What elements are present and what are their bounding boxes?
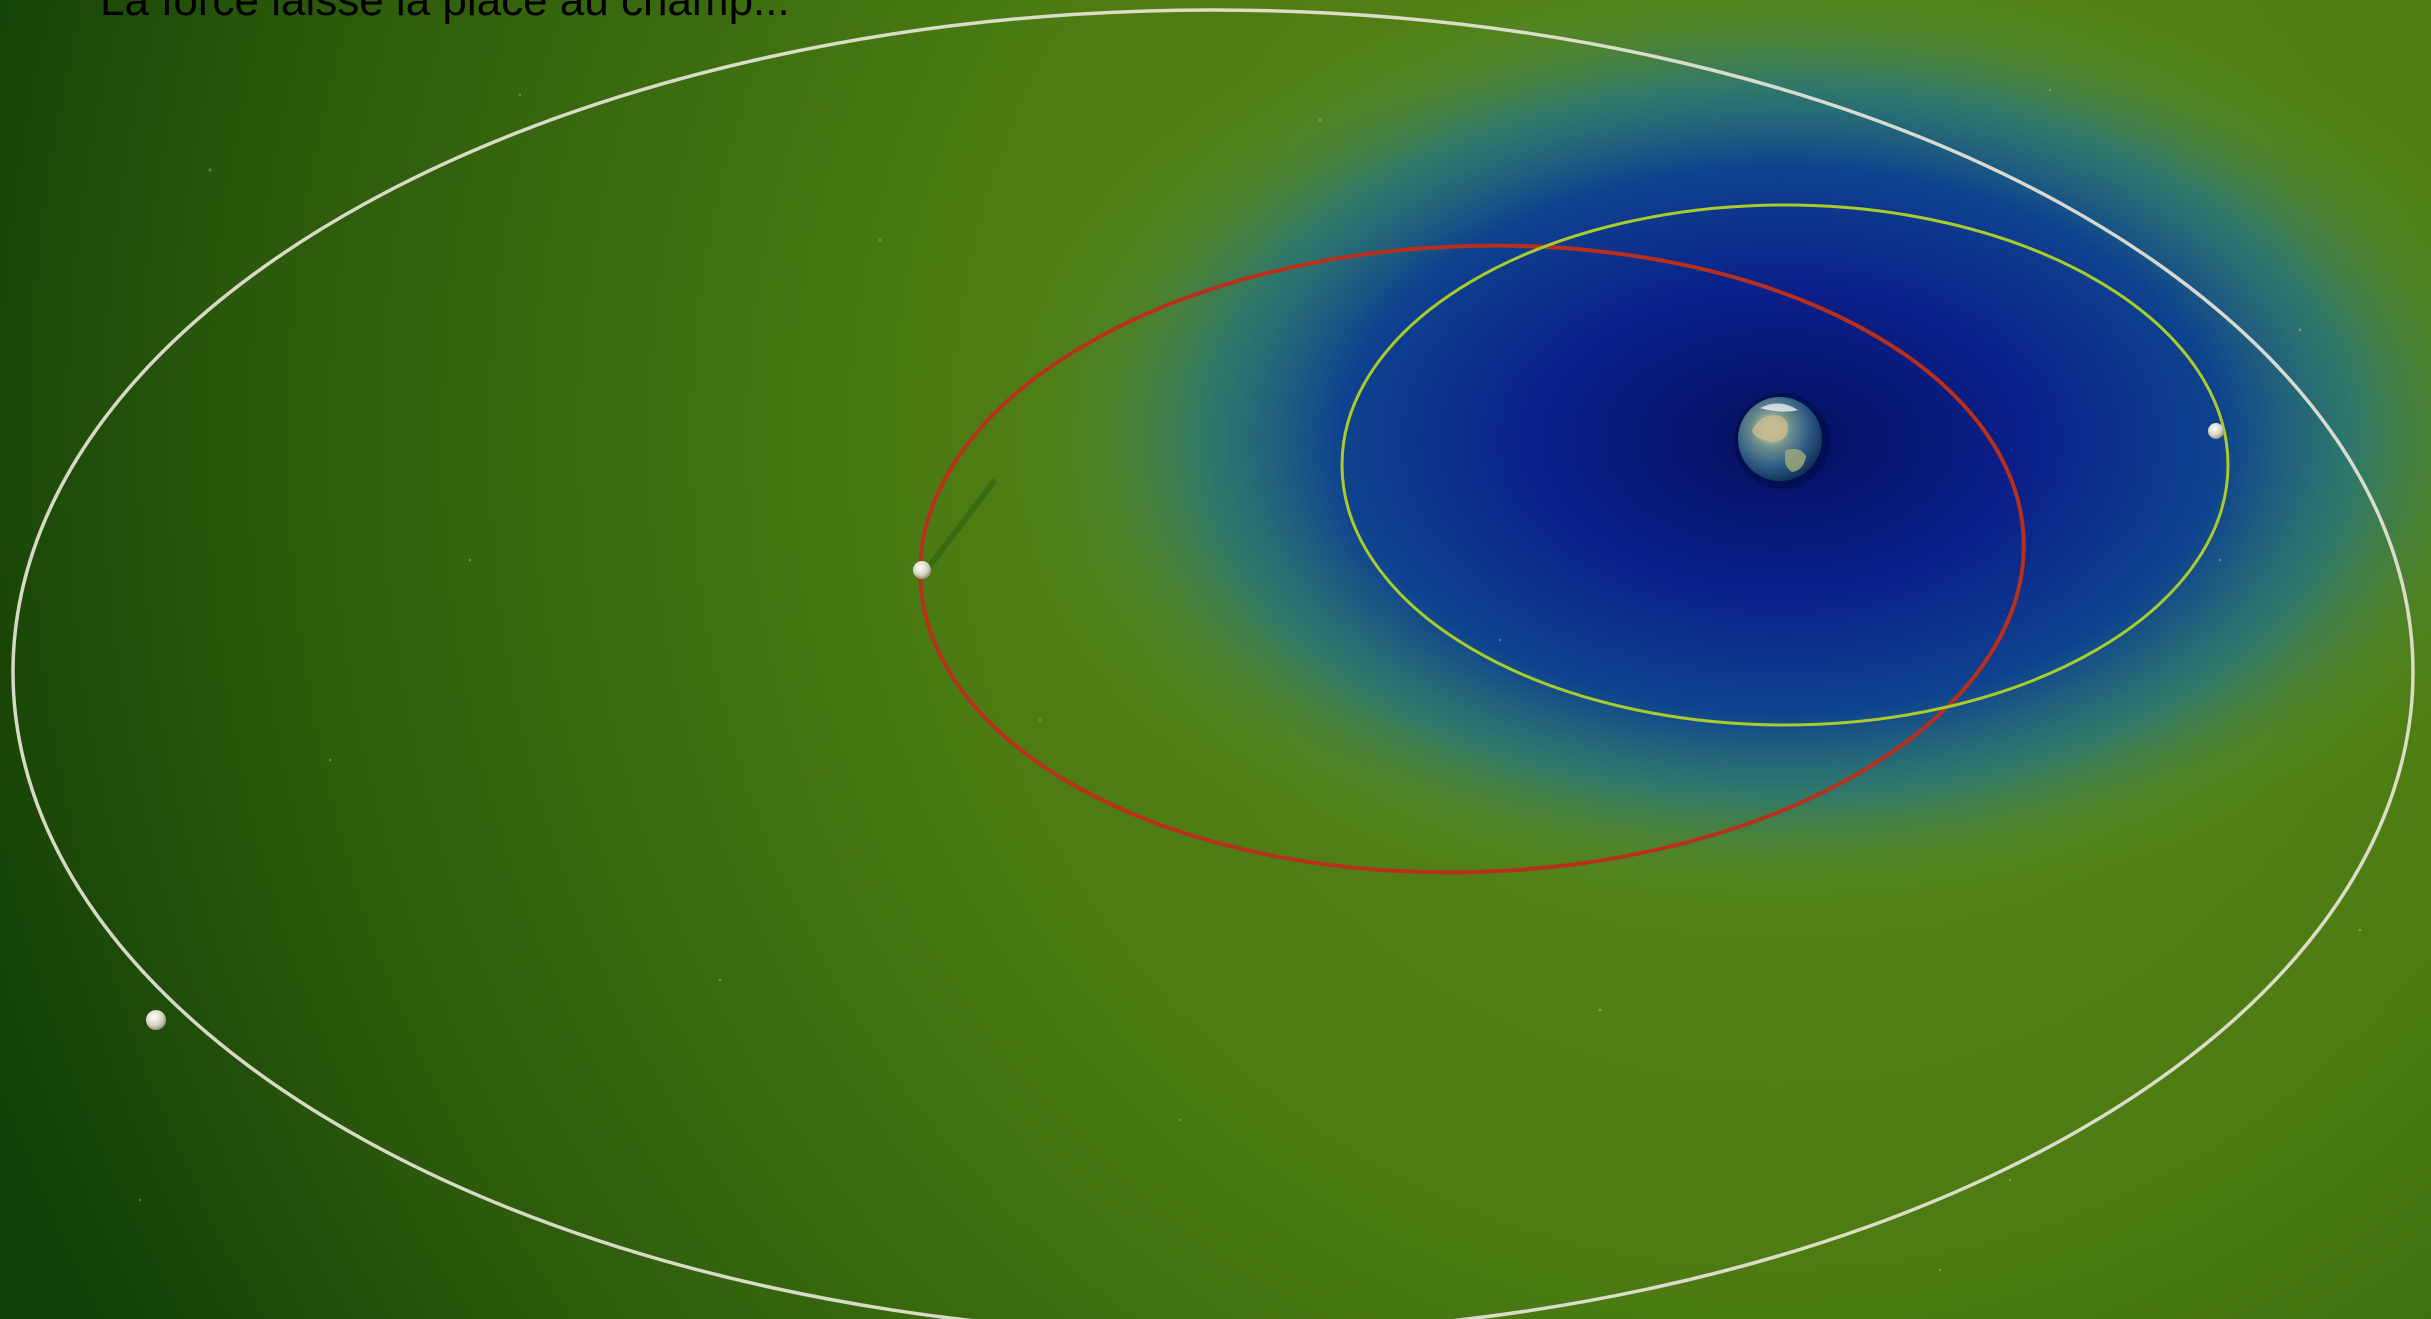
moon-icon	[913, 478, 998, 579]
star-field	[138, 88, 2362, 1272]
earth-icon	[1734, 393, 1830, 489]
caption: La force laisse la place au champ...	[100, 0, 790, 25]
moon-icon	[2208, 423, 2224, 439]
moon-icon	[146, 1010, 166, 1030]
orbit-large	[11, 8, 2415, 1319]
orbit-green	[1340, 203, 2230, 727]
